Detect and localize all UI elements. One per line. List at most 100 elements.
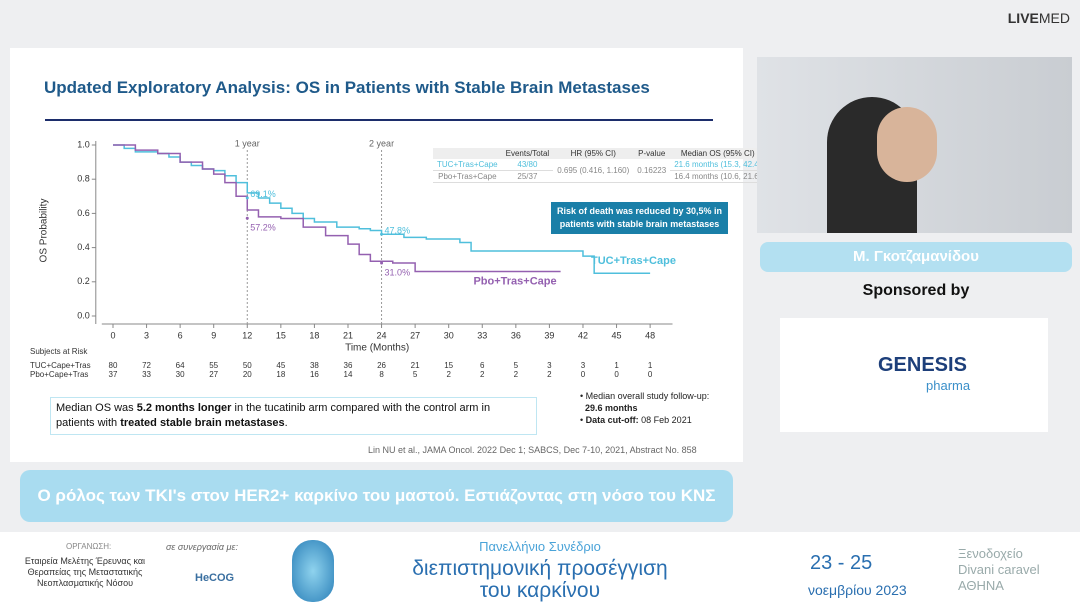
risk-count: 72 <box>142 361 151 370</box>
series-label: Pbo+Tras+Cape <box>473 276 556 288</box>
x-tick-label: 18 <box>309 330 319 340</box>
x-tick-label: 24 <box>377 330 387 340</box>
congress: Πανελλήνιο Συνέδριο διεπιστημονική προσέγ… <box>360 536 720 602</box>
cell: Pbo+Tras+Cape <box>433 170 502 183</box>
partner: HeCOG <box>195 572 235 584</box>
risk-count: 0 <box>614 370 619 379</box>
x-tick-label: 33 <box>477 330 487 340</box>
summary-bold: treated stable brain metastases <box>120 417 285 429</box>
session-title: Ο ρόλος των TKI's στον HER2+ καρκίνο του… <box>20 470 733 522</box>
summary-text: in the tucatinib arm compared with the c… <box>56 402 491 429</box>
congress-line: Πανελλήνιο Συνέδριο <box>479 539 601 554</box>
risk-row-label: TUC+Cape+Tras <box>30 361 91 370</box>
y-tick-label: 0.8 <box>77 174 90 184</box>
landmark-label: 57.2% <box>250 223 276 233</box>
x-tick-label: 15 <box>276 330 286 340</box>
th: HR (95% CI) <box>553 148 634 159</box>
org-line: Νεοπλασματικής Νόσου <box>37 578 133 588</box>
landmark-label: 47.8% <box>385 226 411 236</box>
risk-count: 21 <box>411 361 420 370</box>
risk-count: 0 <box>648 370 653 379</box>
landmark-point <box>245 216 249 220</box>
risk-count: 3 <box>547 361 552 370</box>
x-axis-label: Time (Months) <box>345 343 409 354</box>
speaker-face <box>877 107 937 182</box>
org: Εταιρεία Μελέτης Έρευνας και Θεραπείας τη… <box>20 556 150 589</box>
th: P-value <box>633 148 671 159</box>
decor <box>292 540 334 602</box>
risk-count: 8 <box>379 370 384 379</box>
risk-count: 36 <box>344 361 353 370</box>
bullet: • Median overall study follow-up: 29.6 m… <box>580 391 710 413</box>
partner-label: σε συνεργασία με: <box>166 542 238 552</box>
slide-title: Updated Exploratory Analysis: OS in Pati… <box>44 78 650 97</box>
risk-count: 26 <box>377 361 386 370</box>
sponsor-box: GENESIS pharma <box>780 318 1048 432</box>
venue: Ξενοδοχείο Divani caravel ΑΘΗΝΑ <box>958 546 1040 594</box>
reference-label: 1 year <box>235 138 260 148</box>
risk-count: 20 <box>243 370 252 379</box>
summary-text: . <box>284 417 288 429</box>
y-tick-label: 0.4 <box>77 242 90 252</box>
risk-count: 2 <box>547 370 552 379</box>
x-tick-label: 6 <box>178 330 183 340</box>
sponsor-logo: GENESIS <box>878 354 967 376</box>
org-label: ΟΡΓΑΝΩΣΗ: <box>66 542 112 551</box>
risk-count: 33 <box>142 370 151 379</box>
bullets: • Median overall study follow-up: 29.6 m… <box>580 390 709 426</box>
risk-count: 1 <box>648 361 653 370</box>
risk-count: 18 <box>276 370 285 379</box>
y-tick-label: 1.0 <box>77 139 90 149</box>
risk-count: 2 <box>514 370 519 379</box>
venue-line: Ξενοδοχείο <box>958 546 1023 561</box>
landmark-point <box>245 196 249 200</box>
risk-count: 38 <box>310 361 319 370</box>
venue-line: ΑΘΗΝΑ <box>958 578 1004 593</box>
series-label: TUC+Tras+Cape <box>591 255 676 267</box>
th: Median OS (95% CI) <box>670 148 766 159</box>
risk-count: 5 <box>514 361 519 370</box>
bullet-bold: 29.6 months <box>585 403 638 413</box>
reference-label: 2 year <box>369 138 394 148</box>
survival-curve <box>112 144 561 273</box>
x-tick-label: 48 <box>645 330 655 340</box>
x-tick-label: 36 <box>511 330 521 340</box>
x-tick-label: 39 <box>544 330 554 340</box>
risk-title: Subjects at Risk <box>30 347 88 356</box>
month: νοεμβρίου 2023 <box>808 582 907 598</box>
citation: Lin NU et al., JAMA Oncol. 2022 Dec 1; S… <box>368 445 697 455</box>
footer: ΟΡΓΑΝΩΣΗ: Εταιρεία Μελέτης Έρευνας και Θε… <box>0 532 1080 608</box>
bullet-bold: Data cut-off: <box>585 415 639 425</box>
org-line: Εταιρεία Μελέτης Έρευνας και <box>24 556 146 566</box>
x-tick-label: 3 <box>144 330 149 340</box>
congress-line: του καρκίνου <box>479 579 601 602</box>
sponsored-by: Sponsored by <box>862 282 970 299</box>
summary-box: Median OS was 5.2 months longer in the t… <box>50 397 537 435</box>
cell: 43/80 <box>501 159 554 171</box>
cell: TUC+Tras+Cape <box>433 159 502 171</box>
logo: LIVEMED <box>1008 10 1070 26</box>
y-tick-label: 0.0 <box>77 310 90 320</box>
bullet-text: 08 Feb 2021 <box>638 415 692 425</box>
risk-count: 3 <box>581 361 586 370</box>
dates: 23 - 25 <box>810 552 873 574</box>
cell: 25/37 <box>501 170 554 183</box>
risk-count: 50 <box>243 361 252 370</box>
risk-count: 16 <box>310 370 319 379</box>
risk-count: 15 <box>444 361 453 370</box>
y-axis-label: OS Probability <box>39 199 50 263</box>
summary-text: Median OS was <box>56 402 137 414</box>
x-tick-label: 12 <box>242 330 252 340</box>
slide <box>10 48 743 462</box>
cell: 16.4 months (10.6, 21.6) <box>670 170 766 183</box>
stats-table: Events/Total HR (95% CI) P-value Median OS … <box>433 148 766 183</box>
risk-count: 80 <box>109 361 118 370</box>
x-tick-label: 0 <box>110 330 115 340</box>
speaker-name: Μ. Γκοτζαμανίδου <box>760 242 1072 272</box>
y-tick-label: 0.6 <box>77 208 90 218</box>
callout: Risk of death was reduced by 30,5% in pa… <box>551 202 728 234</box>
org-line: Θεραπείας της Μεταστατικής <box>27 567 143 577</box>
x-tick-label: 30 <box>444 330 454 340</box>
